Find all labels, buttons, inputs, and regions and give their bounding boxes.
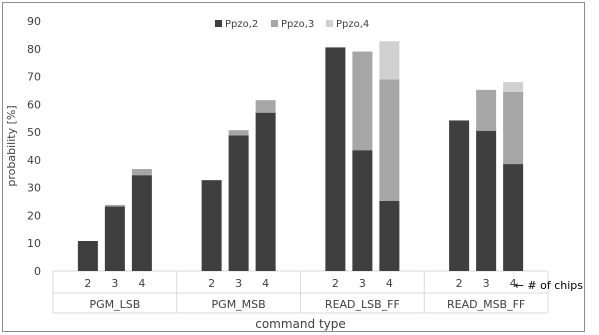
bar-segment-ppzo3 (503, 91, 524, 165)
bar-segment-ppzo4 (379, 41, 400, 80)
bar-segment-ppzo2 (104, 206, 125, 271)
bar-segment-ppzo3 (131, 169, 152, 176)
bar-segment-ppzo4 (503, 82, 524, 92)
bar-segment-ppzo3 (228, 130, 249, 136)
chip-count-label: 3 (483, 277, 490, 290)
y-tick-label: 10 (27, 237, 41, 250)
chip-count-label: 2 (456, 277, 463, 290)
y-tick-label: 60 (27, 98, 41, 111)
bar-segment-ppzo3 (104, 204, 125, 207)
chart-svg: 0 10 20 30 40 50 60 70 80 90 probability [%] 2 3 4 PGM… (5, 15, 584, 331)
bar-segment-ppzo2 (325, 47, 346, 272)
bar-segment-ppzo2 (77, 241, 98, 271)
chip-count-label: 3 (359, 277, 366, 290)
legend-swatch (326, 20, 333, 27)
bar-segment-ppzo3 (379, 79, 400, 201)
legend-swatch (215, 20, 222, 27)
category-label: PGM_LSB (89, 298, 140, 311)
y-tick-label: 80 (27, 43, 41, 56)
bar-segment-ppzo2 (255, 112, 276, 272)
y-tick-label: 90 (27, 15, 41, 28)
legend-label: Ppzo,2 (225, 19, 258, 30)
bar-segment-ppzo2 (131, 175, 152, 271)
chip-count-label: 4 (510, 277, 517, 290)
y-tick-label: 40 (27, 154, 41, 167)
y-axis-title: probability [%] (5, 105, 18, 186)
bar-segment-ppzo2 (228, 135, 249, 271)
category-label: READ_LSB_FF (325, 298, 400, 311)
legend-swatch (271, 20, 278, 27)
bar-segment-ppzo3 (352, 51, 373, 151)
y-tick-label: 50 (27, 126, 41, 139)
chart-frame: 0 10 20 30 40 50 60 70 80 90 probability [%] 2 3 4 PGM… (2, 2, 585, 332)
legend-label: Ppzo,4 (336, 19, 369, 30)
bar-segment-ppzo3 (255, 100, 276, 113)
legend-label: Ppzo,3 (281, 19, 314, 30)
chip-count-label: 3 (235, 277, 242, 290)
chips-annotation: ← # of chips (515, 279, 584, 292)
bar-segment-ppzo2 (476, 130, 497, 271)
bar-segment-ppzo2 (503, 164, 524, 271)
chip-count-label: 4 (262, 277, 269, 290)
category-label: PGM_MSB (212, 298, 266, 311)
chip-count-label: 4 (386, 277, 393, 290)
bar-segment-ppzo3 (476, 89, 497, 131)
y-tick-label: 70 (27, 71, 41, 84)
chip-count-label: 2 (208, 277, 215, 290)
category-label: READ_MSB_FF (447, 298, 525, 311)
x-axis-title: command type (255, 317, 346, 331)
bar-segment-ppzo2 (379, 201, 400, 271)
bar-segment-ppzo2 (352, 150, 373, 271)
bar-segment-ppzo2 (201, 180, 222, 271)
chip-count-label: 2 (332, 277, 339, 290)
y-tick-label: 30 (27, 182, 41, 195)
chip-count-label: 3 (111, 277, 118, 290)
y-tick-label: 0 (34, 265, 41, 278)
chip-count-label: 2 (84, 277, 91, 290)
bar-segment-ppzo2 (449, 120, 470, 271)
chip-count-label: 4 (138, 277, 145, 290)
y-tick-label: 20 (27, 209, 41, 222)
